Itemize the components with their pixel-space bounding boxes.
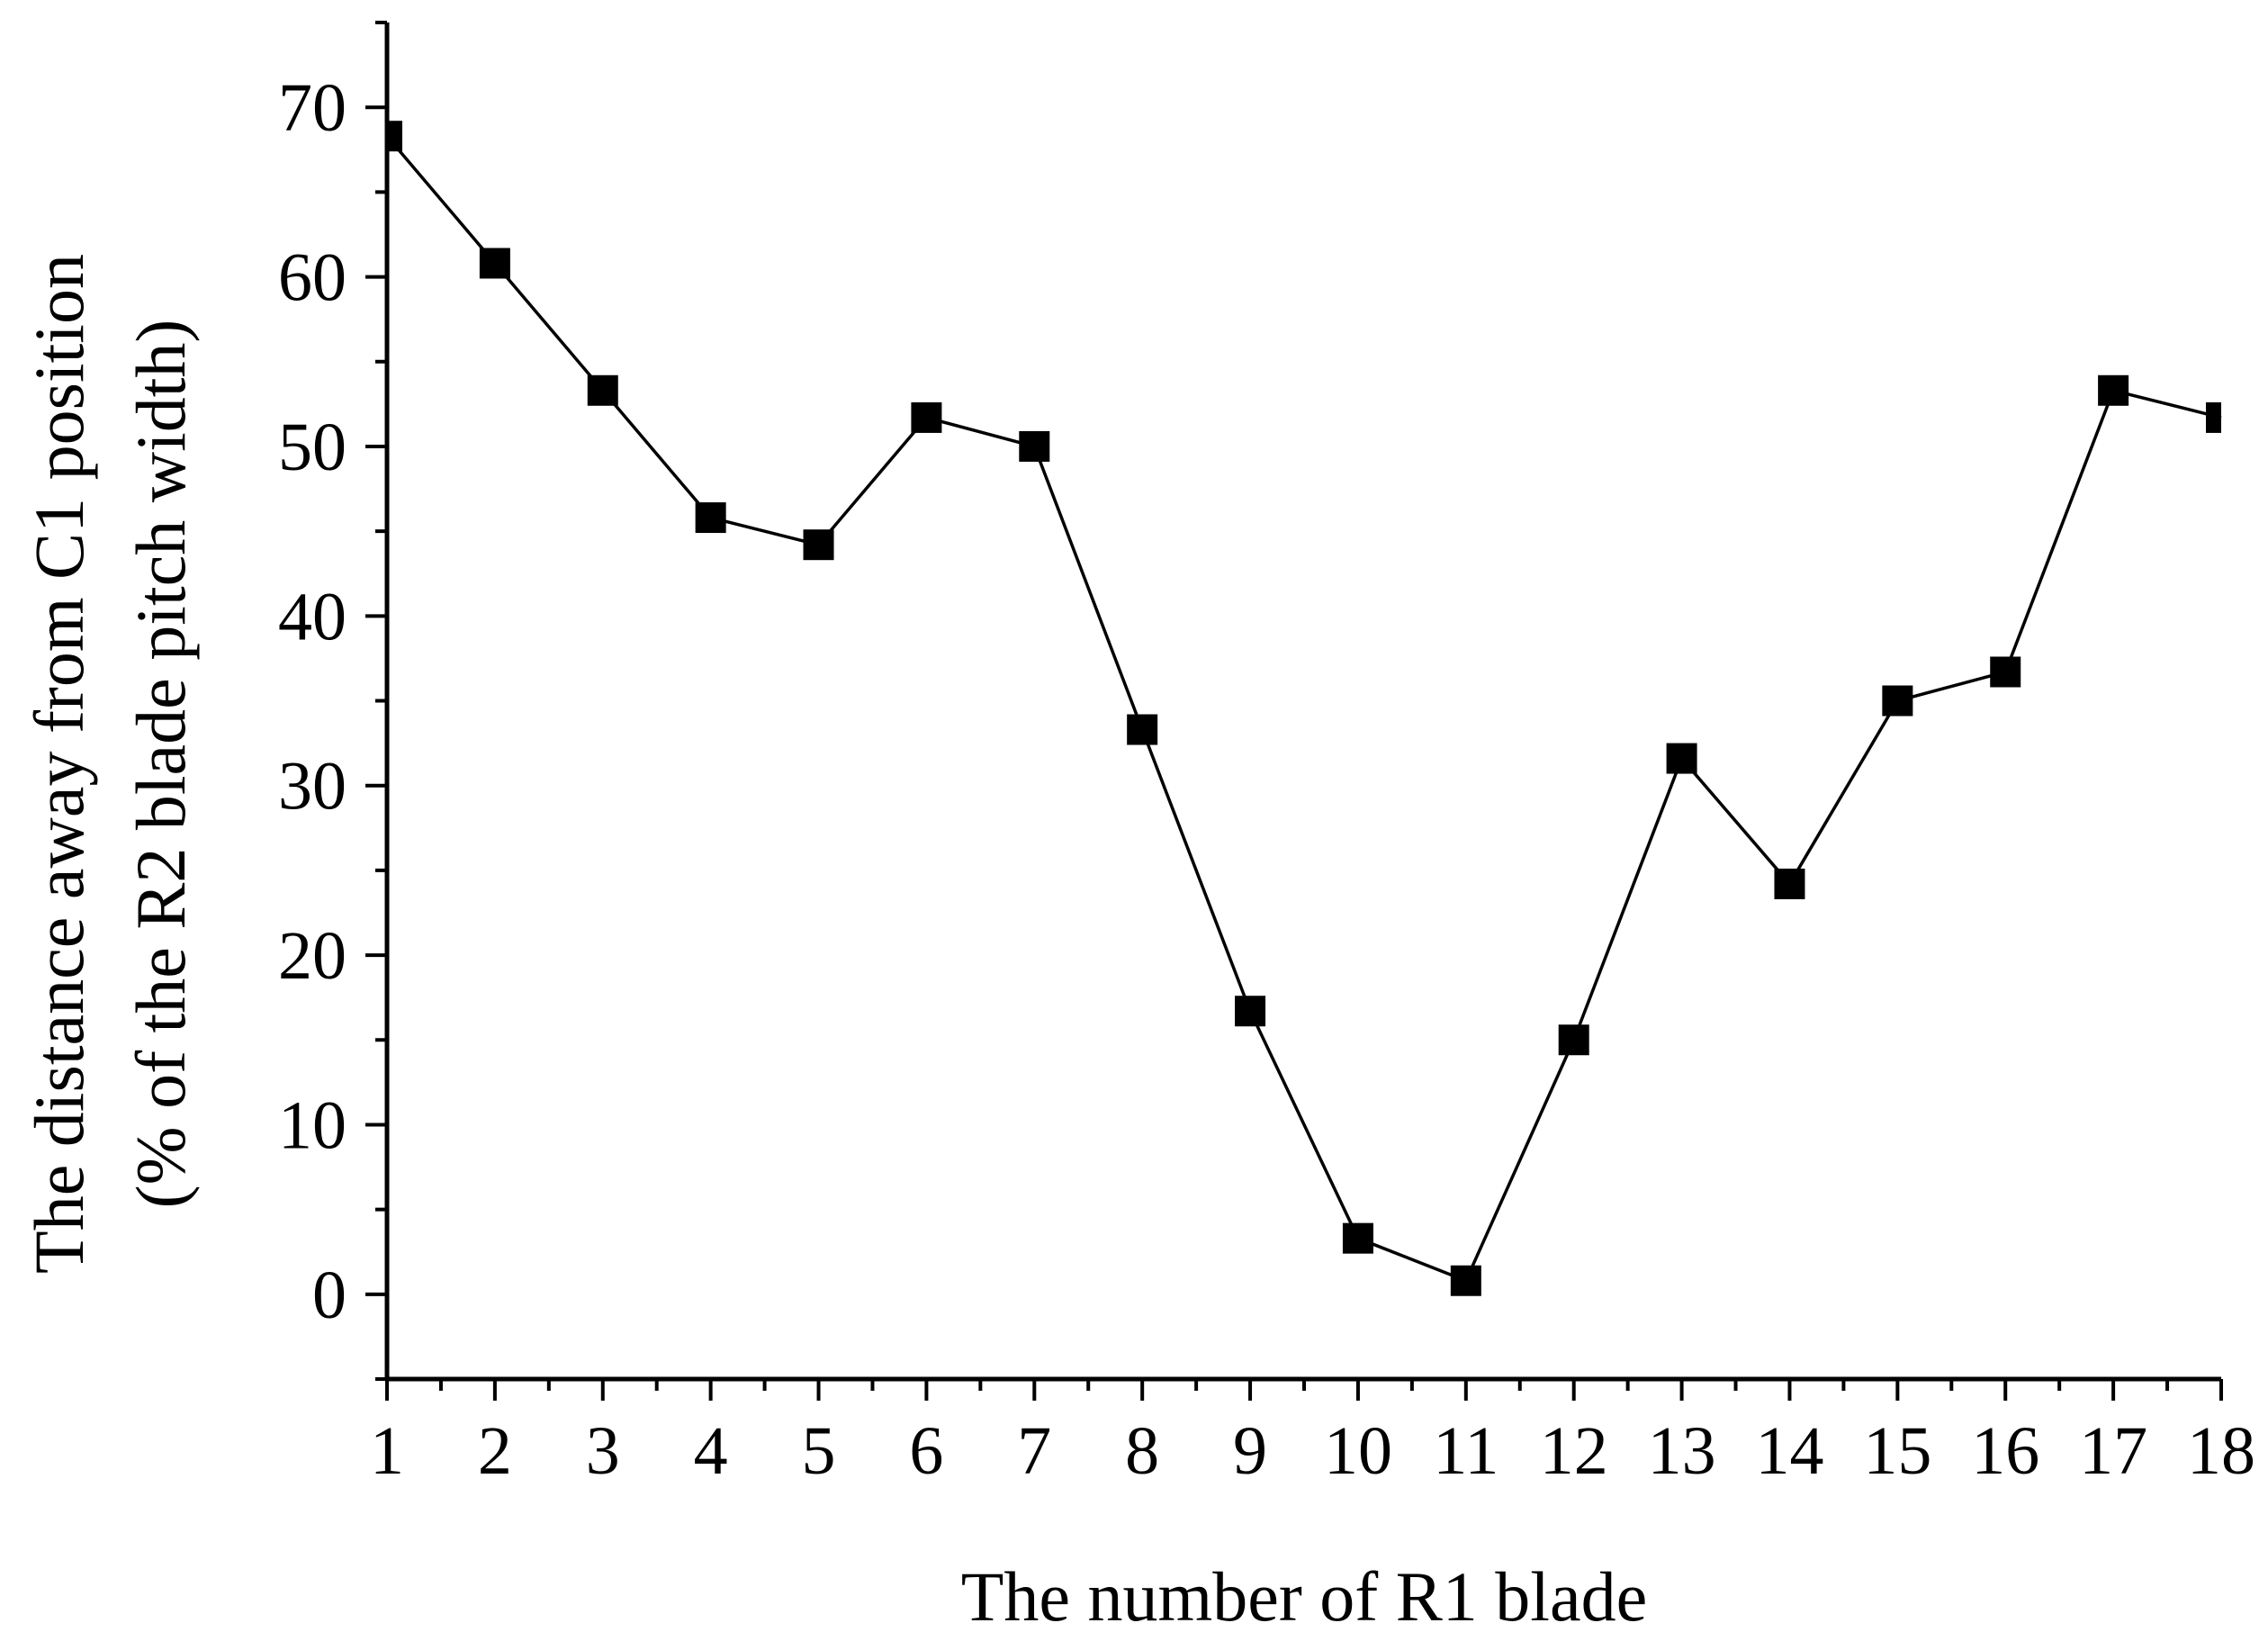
x-tick-label: 15 bbox=[1863, 1413, 1931, 1489]
x-tick-label: 13 bbox=[1648, 1413, 1716, 1489]
x-axis-title: The number of R1 blade bbox=[961, 1557, 1647, 1636]
data-point-marker bbox=[1235, 996, 1266, 1027]
data-point-marker bbox=[1774, 868, 1805, 899]
y-axis-title-line-2: (% of the R2 blade pitch width) bbox=[122, 320, 200, 1209]
data-point-marker bbox=[1342, 1222, 1373, 1254]
data-point-marker bbox=[479, 248, 510, 279]
data-point-marker bbox=[1990, 656, 2021, 688]
data-point-marker bbox=[587, 374, 618, 406]
x-tick-label: 3 bbox=[586, 1413, 620, 1489]
tick-labels: 1 2 3 4 5 6 7 8 9 10 11 12 13 14 15 16 17 180102030405060… bbox=[278, 70, 2255, 1489]
x-tick-label: 2 bbox=[478, 1413, 512, 1489]
x-tick-label: 1 bbox=[370, 1413, 404, 1489]
data-point-marker bbox=[695, 502, 726, 534]
y-tick-label: 0 bbox=[312, 1258, 346, 1333]
y-tick-label: 60 bbox=[278, 240, 346, 316]
x-tick-label: 14 bbox=[1755, 1413, 1823, 1489]
ticks bbox=[365, 21, 2223, 1401]
x-tick-label: 7 bbox=[1017, 1413, 1051, 1489]
data-point-marker bbox=[1666, 743, 1697, 774]
y-tick-label: 30 bbox=[278, 749, 346, 825]
x-tick-label: 10 bbox=[1324, 1413, 1392, 1489]
data-point-marker bbox=[911, 401, 942, 433]
x-tick-label: 18 bbox=[2187, 1413, 2255, 1489]
x-tick-label: 6 bbox=[909, 1413, 943, 1489]
y-axis-title-line-1: The distance away from C1 position bbox=[20, 254, 98, 1274]
y-tick-label: 50 bbox=[278, 410, 346, 485]
y-tick-label: 70 bbox=[278, 70, 346, 146]
x-tick-label: 11 bbox=[1433, 1413, 1498, 1489]
data-point-marker bbox=[2098, 374, 2129, 406]
series bbox=[385, 121, 2222, 1296]
x-tick-label: 5 bbox=[802, 1413, 836, 1489]
axes bbox=[384, 23, 2221, 1382]
data-point-marker bbox=[1127, 714, 1158, 745]
data-point-marker bbox=[2206, 401, 2221, 433]
data-point-marker bbox=[1019, 430, 1050, 462]
data-point-marker bbox=[1882, 685, 1913, 717]
x-tick-label: 17 bbox=[2079, 1413, 2147, 1489]
series-line bbox=[385, 135, 2222, 1283]
x-tick-label: 8 bbox=[1125, 1413, 1159, 1489]
x-tick-label: 4 bbox=[694, 1413, 728, 1489]
x-tick-label: 12 bbox=[1540, 1413, 1608, 1489]
data-point-marker bbox=[387, 121, 402, 152]
data-point-marker bbox=[1558, 1024, 1589, 1056]
axis-titles: The number of R1 blade The distance away… bbox=[20, 254, 1647, 1636]
x-tick-label: 9 bbox=[1233, 1413, 1267, 1489]
data-point-marker bbox=[803, 529, 834, 561]
y-tick-label: 20 bbox=[278, 918, 346, 994]
data-point-marker bbox=[1450, 1265, 1481, 1296]
y-tick-label: 40 bbox=[278, 579, 346, 654]
y-tick-label: 10 bbox=[278, 1087, 346, 1163]
x-tick-label: 16 bbox=[1971, 1413, 2039, 1489]
